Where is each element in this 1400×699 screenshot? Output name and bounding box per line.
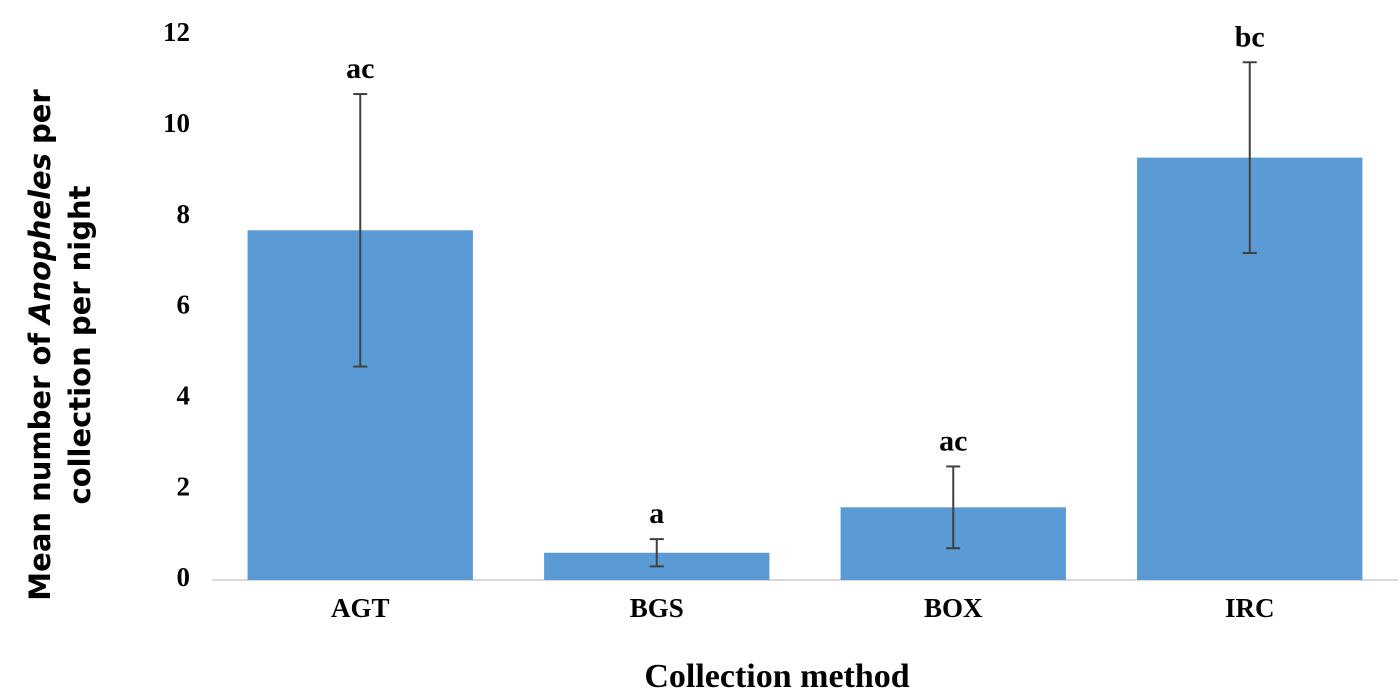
error-bar — [353, 93, 368, 368]
x-tick-label: BGS — [630, 593, 684, 623]
y-label-part: Anopheles — [23, 153, 57, 326]
x-tick-label: BOX — [924, 593, 983, 623]
y-tick-label: 12 — [163, 17, 190, 47]
y-axis-label: Mean number of Anopheles per collection pe… — [23, 89, 97, 601]
y-tick-label: 10 — [163, 108, 190, 138]
significance-label: ac — [939, 424, 967, 457]
y-tick-label: 2 — [177, 471, 191, 501]
x-axis-label: Collection method — [644, 658, 909, 695]
y-tick-label: 8 — [177, 199, 191, 229]
y-tick-label: 6 — [177, 290, 191, 320]
significance-label: a — [649, 497, 664, 530]
y-tick-label: 0 — [177, 562, 191, 592]
x-tick-label: IRC — [1225, 593, 1275, 623]
y-tick-label: 4 — [177, 381, 191, 411]
error-bar — [649, 538, 664, 568]
significance-label: bc — [1235, 20, 1265, 53]
error-bar — [1242, 61, 1257, 254]
error-bar — [946, 465, 961, 550]
y-label-part: Mean number of — [23, 333, 57, 601]
x-tick-label: AGT — [331, 593, 390, 623]
significance-label: ac — [346, 52, 374, 85]
y-label-line-2: collection per night — [63, 185, 97, 504]
y-label-part: per — [23, 89, 57, 144]
y-label-line-1: Mean number of Anopheles per — [23, 89, 57, 601]
